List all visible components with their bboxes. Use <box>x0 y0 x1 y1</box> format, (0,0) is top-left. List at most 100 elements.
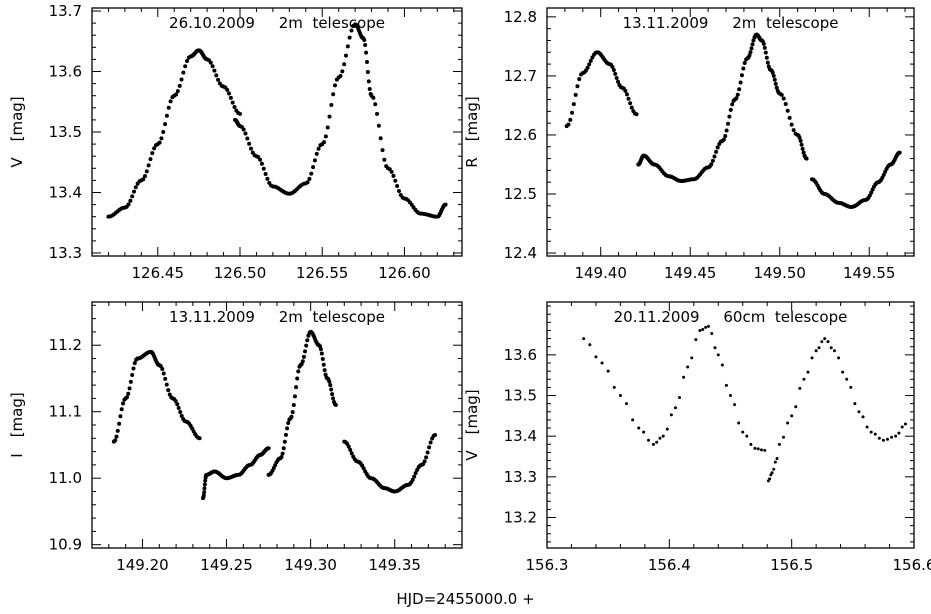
data-point <box>323 134 328 139</box>
data-point <box>243 131 248 136</box>
data-point <box>594 355 598 359</box>
data-point <box>802 377 806 381</box>
y-axis-label-band: R <box>463 157 481 167</box>
data-point <box>174 92 179 97</box>
data-point <box>212 68 217 73</box>
data-series <box>564 32 902 209</box>
data-point <box>307 176 312 181</box>
data-point <box>142 174 147 179</box>
data-point <box>751 38 756 43</box>
plot-frame <box>91 301 463 549</box>
data-point <box>152 146 157 151</box>
data-point <box>285 426 290 431</box>
data-point <box>710 332 714 336</box>
y-tick-label: 11.1 <box>49 403 82 421</box>
data-point <box>346 444 351 449</box>
y-tick-label: 12.5 <box>504 185 537 203</box>
data-point <box>775 457 779 461</box>
data-point <box>340 69 345 74</box>
y-axis-label-unit: [mag] <box>8 96 26 141</box>
data-point <box>279 455 284 460</box>
y-tick-label: 13.3 <box>49 244 82 262</box>
y-axis-label: V [mag] <box>463 389 481 460</box>
y-tick-label: 13.3 <box>504 468 537 486</box>
data-point <box>148 157 153 162</box>
data-point <box>759 448 763 452</box>
data-point <box>853 402 857 406</box>
data-point <box>365 69 370 74</box>
x-tick-label: 156.6 <box>893 556 931 574</box>
x-tick-label: 126.45 <box>132 264 185 282</box>
data-point <box>900 425 904 429</box>
data-point <box>832 349 836 353</box>
data-point <box>247 141 252 146</box>
data-point <box>770 70 775 75</box>
data-point <box>849 385 853 389</box>
data-point <box>763 448 767 452</box>
data-point <box>177 83 182 88</box>
data-point <box>238 111 242 116</box>
data-point <box>203 478 208 483</box>
data-point <box>637 426 641 430</box>
data-point <box>349 451 354 456</box>
x-tick-label: 149.35 <box>368 556 421 574</box>
data-point <box>741 430 745 434</box>
data-point <box>716 353 720 357</box>
data-point <box>773 81 778 86</box>
plot-frame <box>546 7 915 257</box>
data-point <box>613 71 618 76</box>
data-point <box>304 343 309 348</box>
data-point <box>806 370 810 374</box>
global-x-axis-label: HJD=2455000.0 + <box>396 590 535 608</box>
data-point <box>161 371 166 376</box>
data-point <box>585 65 590 70</box>
data-point <box>723 134 728 139</box>
data-point <box>320 356 325 361</box>
data-point <box>266 446 271 451</box>
panel-title: 26.10.2009 2m telescope <box>169 14 385 32</box>
data-point <box>797 135 802 140</box>
data-point <box>389 169 394 174</box>
x-tick-label: 149.25 <box>200 556 253 574</box>
data-point <box>762 45 767 50</box>
data-point <box>786 421 790 425</box>
data-point <box>128 198 133 203</box>
data-point <box>176 406 181 411</box>
data-point <box>782 435 786 439</box>
data-point <box>686 365 690 369</box>
data-point <box>258 157 263 162</box>
data-point <box>329 387 334 392</box>
data-point <box>720 363 724 367</box>
data-point <box>611 68 616 72</box>
data-point <box>568 117 573 122</box>
data-point <box>682 375 686 379</box>
data-point <box>316 146 321 151</box>
data-point <box>328 383 333 388</box>
data-point <box>710 158 715 163</box>
data-point <box>612 385 616 389</box>
data-point <box>330 392 335 397</box>
data-point <box>714 149 719 154</box>
panel-4: 156.3 156.4 156.5 156.6 13.2 13.3 13.4 13.5 13.6… <box>463 301 931 574</box>
data-point <box>570 110 575 115</box>
y-tick-label: 13.6 <box>49 63 82 81</box>
data-point <box>230 100 235 105</box>
data-point <box>801 150 806 155</box>
data-point <box>289 414 294 419</box>
x-tick-label: 149.45 <box>664 264 717 282</box>
data-point <box>734 96 739 101</box>
panel-2: 149.40 149.45 149.50 149.55 12.4 12.5 12.6 12.7… <box>463 7 915 282</box>
data-point <box>753 446 757 450</box>
data-point <box>396 188 401 193</box>
data-point <box>286 421 291 426</box>
data-point <box>571 102 576 107</box>
data-point <box>163 376 168 381</box>
data-point <box>208 60 213 65</box>
data-point <box>345 44 350 49</box>
data-point <box>765 60 770 65</box>
data-point <box>761 41 766 46</box>
data-point <box>327 114 332 119</box>
data-point <box>391 173 396 178</box>
data-point <box>588 58 593 63</box>
data-point <box>814 349 818 353</box>
